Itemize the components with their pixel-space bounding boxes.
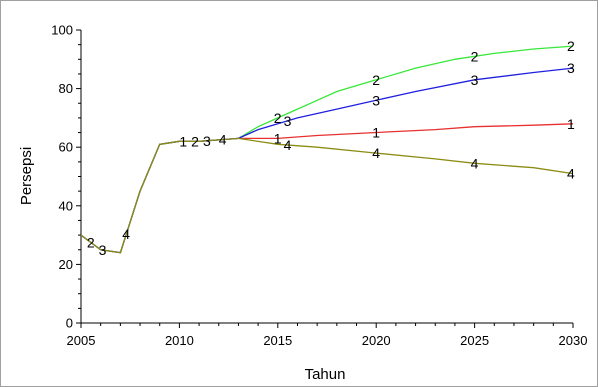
series-label-3: 3 xyxy=(99,242,107,258)
series-label-2: 2 xyxy=(87,234,95,250)
y-tick-label: 100 xyxy=(51,23,73,38)
series-label-3: 3 xyxy=(284,113,292,129)
series-label-4: 4 xyxy=(471,155,479,171)
series-label-3: 3 xyxy=(372,92,380,108)
x-tick-label: 2025 xyxy=(460,333,489,348)
y-tick-label: 80 xyxy=(59,81,73,96)
y-tick-label: 40 xyxy=(59,198,73,213)
series-label-2: 2 xyxy=(191,133,199,149)
y-axis-title: Persepsi xyxy=(18,147,35,205)
series-line-4 xyxy=(80,137,574,254)
x-tick-label: 2020 xyxy=(362,333,391,348)
series-label-2: 2 xyxy=(274,110,282,126)
y-tick-label: 60 xyxy=(59,140,73,155)
series-label-1: 1 xyxy=(179,133,187,149)
x-tick-label: 2015 xyxy=(263,333,292,348)
axes: 2005 2010 2015 2020 2025 2030 0 20 40 60 80 100 xyxy=(51,23,587,349)
series-label-3: 3 xyxy=(567,60,575,76)
series-label-3: 3 xyxy=(471,72,479,88)
series-label-4: 4 xyxy=(122,226,130,242)
y-tick-label: 20 xyxy=(59,257,73,272)
series-label-4: 4 xyxy=(284,137,292,153)
x-tick-label: 2030 xyxy=(559,333,588,348)
series-label-4: 4 xyxy=(219,132,227,148)
y-tick-label: 0 xyxy=(66,316,73,331)
series-label-1: 1 xyxy=(372,125,380,141)
series-label-1: 1 xyxy=(567,116,575,132)
series-label-4: 4 xyxy=(372,145,380,161)
series-line-1 xyxy=(80,123,574,254)
series-label-2: 2 xyxy=(471,48,479,64)
series-label-1: 1 xyxy=(274,130,282,146)
series-label-2: 2 xyxy=(372,72,380,88)
series-label-3: 3 xyxy=(203,133,211,149)
x-axis-title: Tahun xyxy=(305,366,346,383)
series-label-2: 2 xyxy=(567,38,575,54)
x-tick-label: 2010 xyxy=(165,333,194,348)
series-label-4: 4 xyxy=(567,166,575,182)
x-tick-label: 2005 xyxy=(67,333,96,348)
series-lines xyxy=(80,45,574,254)
